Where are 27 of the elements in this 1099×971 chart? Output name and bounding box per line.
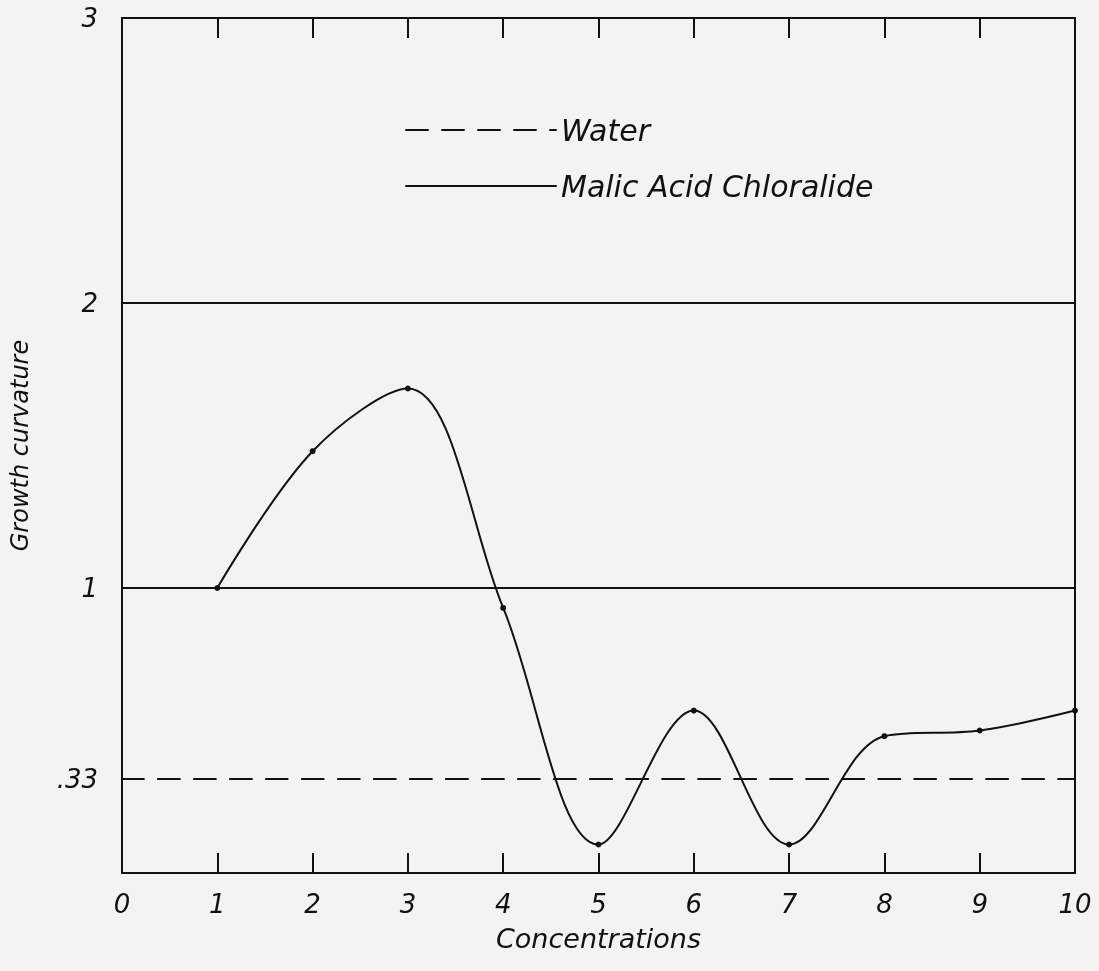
y-tick-label: 2 <box>81 288 98 318</box>
x-tick-label: 4 <box>494 889 512 919</box>
point <box>881 733 888 740</box>
y-tick-label: .33 <box>56 763 98 794</box>
x-tick-label: 5 <box>590 889 607 919</box>
x-tick-label: 8 <box>876 889 893 919</box>
x-tick-label: 6 <box>685 889 703 919</box>
point <box>786 841 793 848</box>
x-axis-title: Concentrations <box>495 923 702 954</box>
x-tick-label: 3 <box>399 889 417 919</box>
legend-label: Malic Acid Chloralide <box>561 168 874 204</box>
point <box>1072 707 1078 714</box>
y-axis-title: Growth curvature <box>6 339 34 552</box>
y-tick-label: 1 <box>81 573 98 603</box>
y-tick-label: 3 <box>81 3 98 33</box>
point <box>690 707 697 714</box>
x-tick-label: 2 <box>304 889 321 919</box>
legend-label: Water <box>561 112 652 148</box>
point <box>500 604 507 611</box>
x-tick-label: 1 <box>209 889 226 919</box>
x-tick-label: 10 <box>1058 889 1092 919</box>
x-tick-label: 0 <box>113 889 131 919</box>
point <box>309 448 316 455</box>
x-tick-label: 7 <box>780 889 798 919</box>
x-tick-label: 9 <box>971 889 988 919</box>
point <box>595 841 602 848</box>
point <box>404 385 411 392</box>
